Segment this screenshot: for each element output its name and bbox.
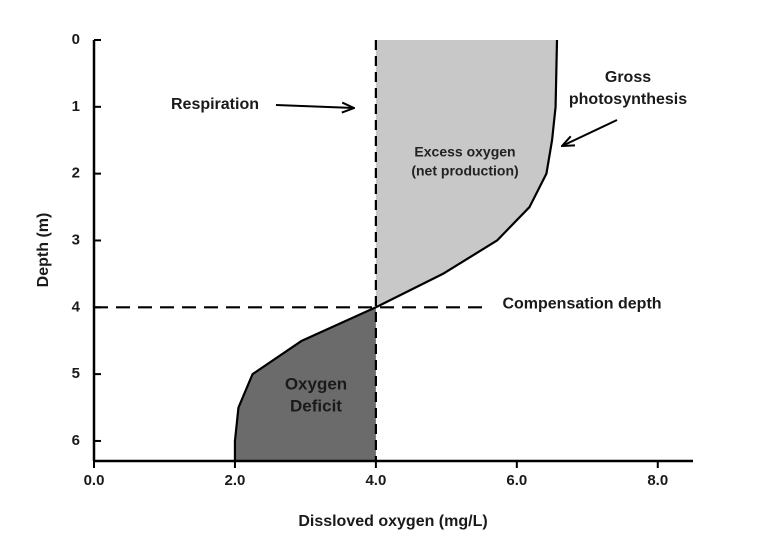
x-tick-label: 4.0	[365, 472, 386, 489]
x-axis-title: Dissloved oxygen (mg/L)	[298, 513, 487, 530]
photosynthesis-label: Gross	[605, 69, 651, 86]
excess-label: Excess oxygen	[414, 144, 515, 160]
x-tick-label: 2.0	[225, 472, 246, 489]
deficit-label: Oxygen	[285, 374, 347, 393]
excess-area	[375, 40, 557, 308]
y-tick-label: 2	[72, 165, 80, 182]
y-axis-title: Depth (m)	[35, 213, 52, 288]
deficit-area	[234, 307, 376, 461]
x-tick-label: 8.0	[647, 472, 668, 489]
y-tick-label: 0	[72, 31, 80, 48]
deficit-label: Deficit	[290, 396, 342, 415]
photosynthesis-arrow	[562, 119, 618, 146]
y-tick-label: 6	[72, 432, 80, 449]
respiration-arrow	[275, 105, 354, 108]
y-tick-label: 4	[72, 298, 81, 315]
excess-label: (net production)	[411, 163, 518, 179]
y-tick-label: 1	[72, 98, 80, 115]
y-tick-label: 5	[72, 365, 80, 382]
x-tick-label: 0.0	[84, 472, 105, 489]
respiration-label: Respiration	[171, 96, 259, 113]
x-tick-label: 6.0	[506, 472, 527, 489]
photosynthesis-label: photosynthesis	[569, 91, 687, 108]
y-tick-label: 3	[72, 231, 80, 248]
compensation-label-bg	[482, 294, 682, 315]
photosynthesis-curve	[233, 39, 559, 461]
compensation-label: Compensation depth	[502, 296, 661, 313]
